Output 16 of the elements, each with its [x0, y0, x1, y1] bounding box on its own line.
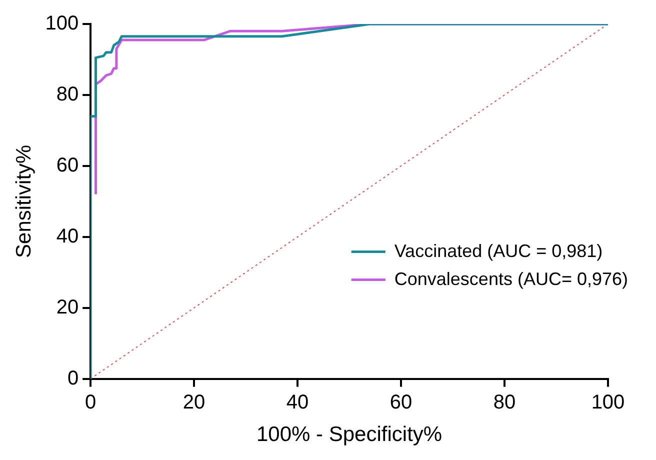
y-tick-label: 60: [56, 154, 79, 176]
x-tick-label: 40: [286, 391, 309, 414]
x-tick-label: 100: [591, 391, 625, 414]
y-axis-title: Sensitivity%: [12, 144, 36, 258]
x-tick-label: 60: [390, 391, 412, 414]
legend-label: Convalescents (AUC= 0,976): [394, 268, 628, 289]
y-tick-label: 40: [56, 225, 79, 248]
x-axis-title: 100% - Specificity%: [256, 423, 442, 446]
y-tick-label: 20: [56, 296, 79, 318]
x-tick-label: 0: [85, 391, 96, 414]
legend-label: Vaccinated (AUC = 0,981): [394, 240, 603, 261]
y-tick-label: 0: [67, 367, 79, 390]
x-tick-label: 20: [182, 391, 206, 414]
y-tick-label: 100: [45, 12, 79, 35]
y-tick-label: 80: [56, 83, 79, 106]
x-tick-label: 80: [493, 391, 516, 414]
